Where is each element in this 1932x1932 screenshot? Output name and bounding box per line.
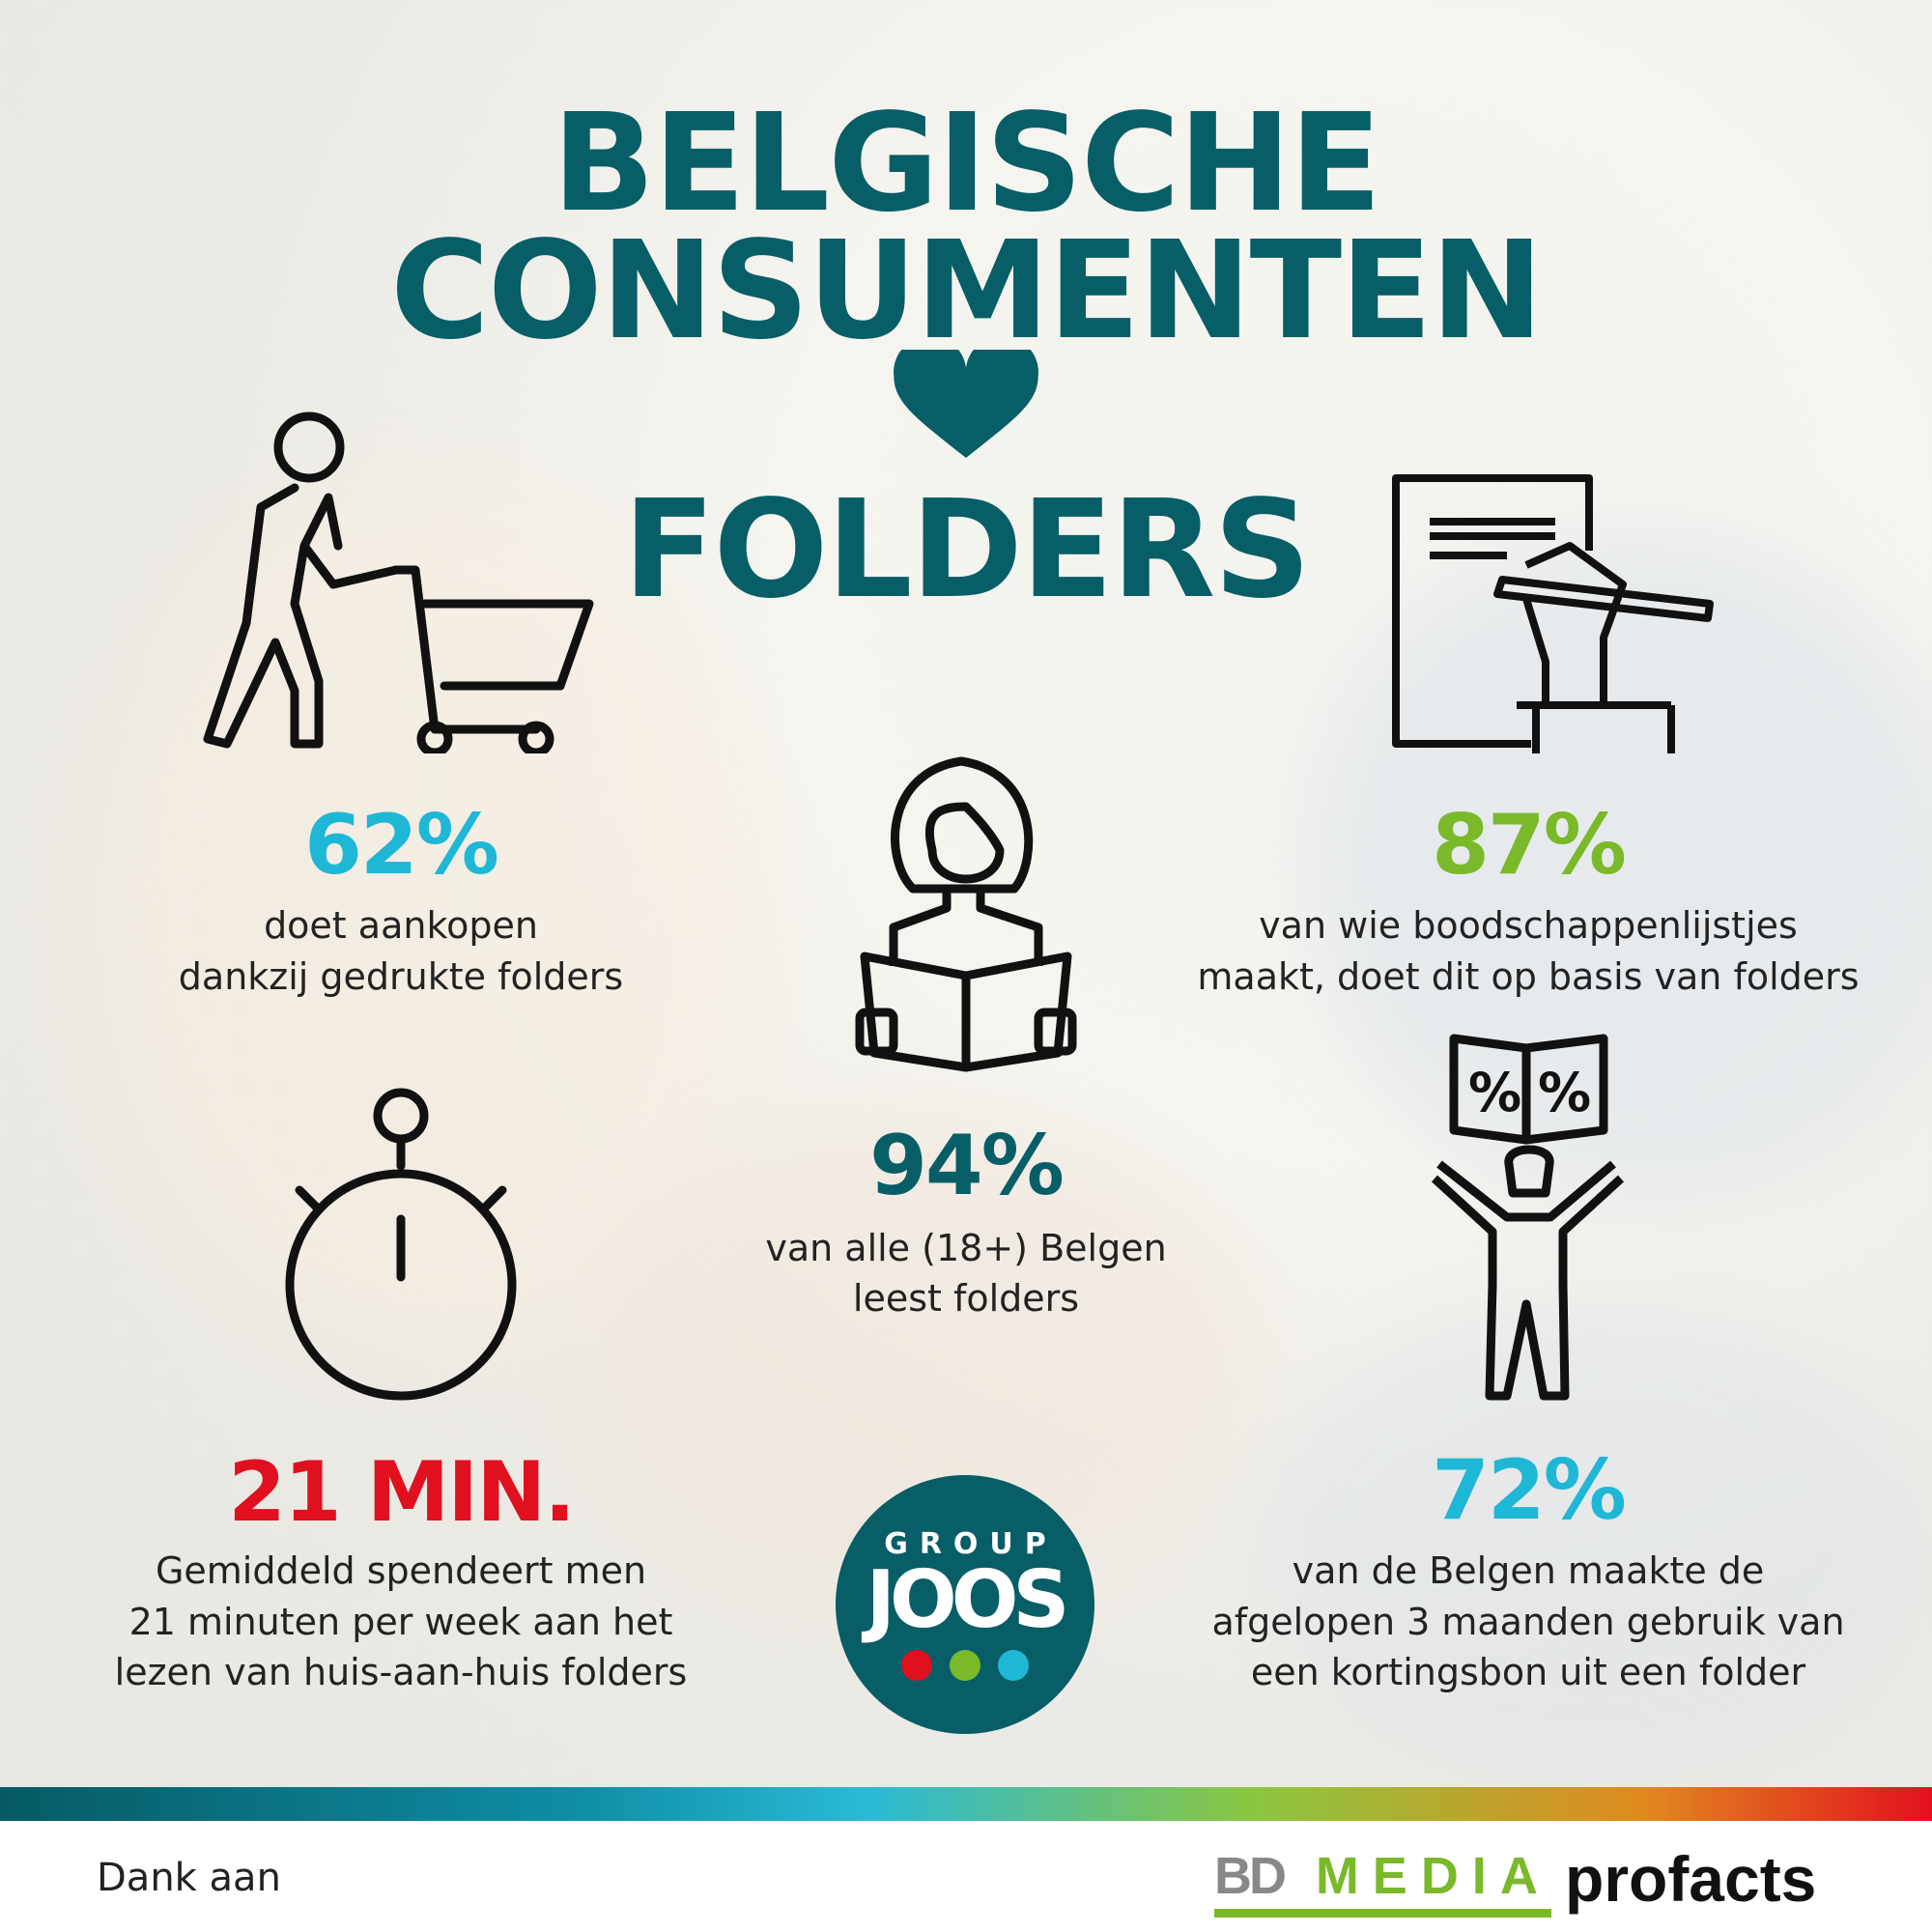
group-joos-logo: GROUP JOOS — [836, 1475, 1094, 1734]
stat-72-text-3: een kortingsbon uit een folder — [1250, 1651, 1806, 1693]
writing-list-icon — [1391, 473, 1715, 753]
person-reading-icon — [855, 753, 1077, 1074]
stat-62-text-1: doet aankopen — [264, 904, 538, 947]
gradient-bar — [0, 1787, 1932, 1821]
stat-62-text-2: dankzij gedrukte folders — [178, 955, 624, 998]
stat-21min-text-3: lezen van huis-aan-huis folders — [114, 1651, 688, 1693]
stat-87-value: 87% — [1432, 797, 1627, 894]
stat-72-text-1: van de Belgen maakte de — [1292, 1549, 1765, 1592]
stat-62-value: 62% — [304, 797, 499, 894]
title-line-2: CONSUMENTEN — [390, 213, 1544, 370]
bd-media-logo: BD MEDIA — [1214, 1848, 1551, 1918]
stat-94-value: 94% — [869, 1118, 1065, 1214]
stopwatch-icon — [280, 1084, 522, 1403]
green-dot-icon — [950, 1650, 980, 1681]
red-dot-icon — [901, 1650, 932, 1681]
thanks-text: Dank aan — [97, 1856, 281, 1900]
stat-72-text-2: afgelopen 3 maanden gebruik van — [1211, 1601, 1845, 1643]
title-line-1: BELGISCHE — [552, 85, 1382, 242]
profacts-logo: profacts — [1565, 1843, 1817, 1915]
stat-21min-value: 21 MIN. — [228, 1444, 576, 1541]
stat-94-text-2: leest folders — [852, 1277, 1080, 1320]
logo-joos-text: JOOS — [866, 1554, 1070, 1646]
stat-21min-text-1: Gemiddeld spendeert men — [155, 1549, 647, 1592]
blue-dot-icon — [998, 1650, 1029, 1681]
footer: Dank aan BD MEDIA profacts — [0, 1821, 1932, 1932]
stat-72-value: 72% — [1432, 1442, 1627, 1539]
stat-21min-text-2: 21 minuten per week aan het — [128, 1601, 673, 1643]
logo-group-text: GROUP — [884, 1527, 1058, 1561]
heart-icon — [889, 335, 1043, 458]
title-line-3: FOLDERS — [622, 471, 1311, 629]
svg-text:%: % — [1538, 1062, 1591, 1123]
stat-94-text-1: van alle (18+) Belgen — [765, 1227, 1167, 1269]
person-coupon-icon: % % — [1430, 1034, 1628, 1401]
svg-text:%: % — [1468, 1062, 1521, 1123]
stat-87-text-2: maakt, doet dit op basis van folders — [1197, 955, 1860, 998]
shopping-cart-person-icon — [203, 411, 599, 757]
stat-87-text-1: van wie boodschappenlijstjes — [1259, 904, 1798, 947]
